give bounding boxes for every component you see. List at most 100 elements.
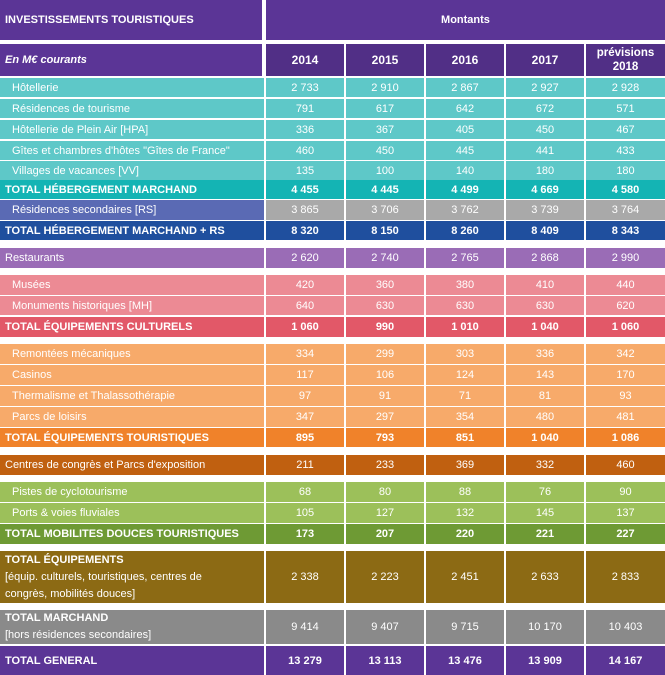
value-cell: 2 910	[346, 78, 424, 97]
cell-value: 2 928	[611, 81, 640, 94]
value-cell: 620	[586, 296, 665, 315]
value-cell: 2 833	[586, 551, 665, 603]
table-row: TOTAL MOBILITES DOUCES TOURISTIQUES 173 20…	[0, 524, 665, 544]
row-label-cell: Ports & voies fluviales	[0, 503, 264, 523]
cell-value: 1 010	[451, 321, 479, 333]
cell-value: 13 476	[448, 654, 482, 667]
cell-value: 100	[375, 164, 395, 177]
table-row: Gîtes et chambres d'hôtes "Gîtes de Fran…	[0, 141, 665, 160]
cell-value: 124	[455, 369, 475, 381]
cell-value: 445	[455, 144, 475, 157]
cell-value: 207	[375, 528, 395, 540]
row-label: Pistes de cyclotourisme	[12, 486, 128, 498]
row-label: TOTAL HÉBERGEMENT MARCHAND	[5, 183, 197, 196]
cell-value: 990	[375, 321, 395, 333]
value-cell: 8 343	[586, 221, 665, 240]
value-cell: 9 407	[346, 610, 424, 644]
value-cell: 4 499	[426, 180, 504, 199]
value-cell: 4 669	[506, 180, 584, 199]
value-cell: 135	[266, 161, 344, 180]
cell-value: 2 765	[451, 252, 479, 264]
cell-value: 10 170	[528, 621, 562, 633]
table-row: TOTAL ÉQUIPEMENTS [équip. culturels, tour…	[0, 551, 665, 603]
cell-value: 1 040	[531, 321, 559, 333]
row-label-cell: Restaurants	[0, 248, 264, 268]
cell-value: 433	[616, 144, 635, 157]
value-cell: 10 170	[506, 610, 584, 644]
cell-value: 137	[616, 507, 635, 519]
value-cell: 9 715	[426, 610, 504, 644]
cell-value: 2 633	[531, 571, 559, 583]
cell-value: 2 833	[611, 571, 640, 583]
value-cell: 76	[506, 482, 584, 502]
cell-value: 481	[616, 411, 635, 423]
cell-value: 3 762	[451, 204, 479, 216]
cell-value: 1 040	[531, 431, 559, 444]
row-label-cell: Thermalisme et Thalassothérapie	[0, 386, 264, 406]
cell-value: 68	[298, 486, 312, 498]
row-label-cell: TOTAL MOBILITES DOUCES TOURISTIQUES	[0, 524, 264, 544]
table-row: Restaurants 2 620 2 740 2 765 2 868 2 990	[0, 248, 665, 268]
row-label: Restaurants	[5, 252, 65, 264]
row-label-cell: TOTAL MARCHAND [hors résidences secondair…	[0, 610, 264, 644]
row-sublabel: [hors résidences secondaires]	[5, 629, 152, 641]
cell-value: 8 260	[451, 224, 479, 237]
cell-value: 630	[455, 299, 475, 312]
cell-value: 105	[295, 507, 315, 519]
table-row: TOTAL MARCHAND [hors résidences secondair…	[0, 610, 665, 644]
value-cell: 2 633	[506, 551, 584, 603]
value-cell: 793	[346, 428, 424, 447]
cell-value: 2 223	[371, 571, 399, 583]
cell-value: 571	[616, 102, 635, 115]
value-cell: 640	[266, 296, 344, 315]
cell-value: 299	[375, 348, 395, 360]
cell-value: 851	[455, 431, 475, 444]
cell-value: 90	[619, 486, 632, 498]
value-cell: 2 867	[426, 78, 504, 97]
value-cell: 450	[506, 120, 584, 139]
row-label: Résidences de tourisme	[12, 102, 131, 115]
value-cell: 140	[426, 161, 504, 180]
value-cell: 369	[426, 455, 504, 475]
value-cell: 8 150	[346, 221, 424, 240]
cell-value: 420	[295, 279, 315, 291]
cell-value: 2 910	[371, 81, 399, 94]
row-label: Résidences secondaires [RS]	[12, 204, 157, 216]
table-row: Ports & voies fluviales 105 127 132 145 137	[0, 503, 665, 523]
value-cell: 4 445	[346, 180, 424, 199]
cell-value: 2 740	[371, 252, 399, 264]
cell-value: 336	[295, 123, 315, 136]
value-cell: 13 113	[346, 646, 424, 675]
cell-value: 1 086	[611, 431, 640, 444]
value-cell: 124	[426, 365, 504, 385]
cell-value: 480	[535, 411, 555, 423]
value-cell: 791	[266, 99, 344, 118]
value-cell: 467	[586, 120, 665, 139]
value-cell: 445	[426, 141, 504, 160]
cell-value: 2 867	[451, 81, 479, 94]
value-cell: 9 414	[266, 610, 344, 644]
cell-value: 81	[538, 390, 552, 402]
year-header-cell: 2016	[426, 44, 504, 76]
table-row: Parcs de loisirs 347 297 354 480 481	[0, 407, 665, 427]
row-label-cell: Hôtellerie de Plein Air [HPA]	[0, 120, 264, 139]
table-row: Remontées mécaniques 334 299 303 336 342	[0, 344, 665, 364]
table-row: Pistes de cyclotourisme 68 80 88 76 90	[0, 482, 665, 502]
value-cell: 3 764	[586, 200, 665, 220]
cell-value: 145	[535, 507, 555, 519]
value-cell: 303	[426, 344, 504, 364]
cell-value: 3 865	[291, 204, 319, 216]
value-cell: 13 279	[266, 646, 344, 675]
cell-value: 211	[296, 459, 314, 471]
table-row: TOTAL HÉBERGEMENT MARCHAND 4 455 4 445 4 49…	[0, 180, 665, 199]
row-label-cell: Résidences secondaires [RS]	[0, 200, 264, 220]
row-label: TOTAL HÉBERGEMENT MARCHAND + RS	[5, 224, 225, 237]
row-label: Centres de congrès et Parcs d'exposition	[5, 459, 206, 471]
cell-value: 2 733	[291, 81, 319, 94]
cell-value: 233	[375, 459, 395, 471]
row-label: TOTAL GENERAL	[5, 654, 98, 667]
cell-value: 180	[616, 164, 635, 177]
value-cell: 410	[506, 275, 584, 295]
cell-value: 642	[455, 102, 475, 115]
